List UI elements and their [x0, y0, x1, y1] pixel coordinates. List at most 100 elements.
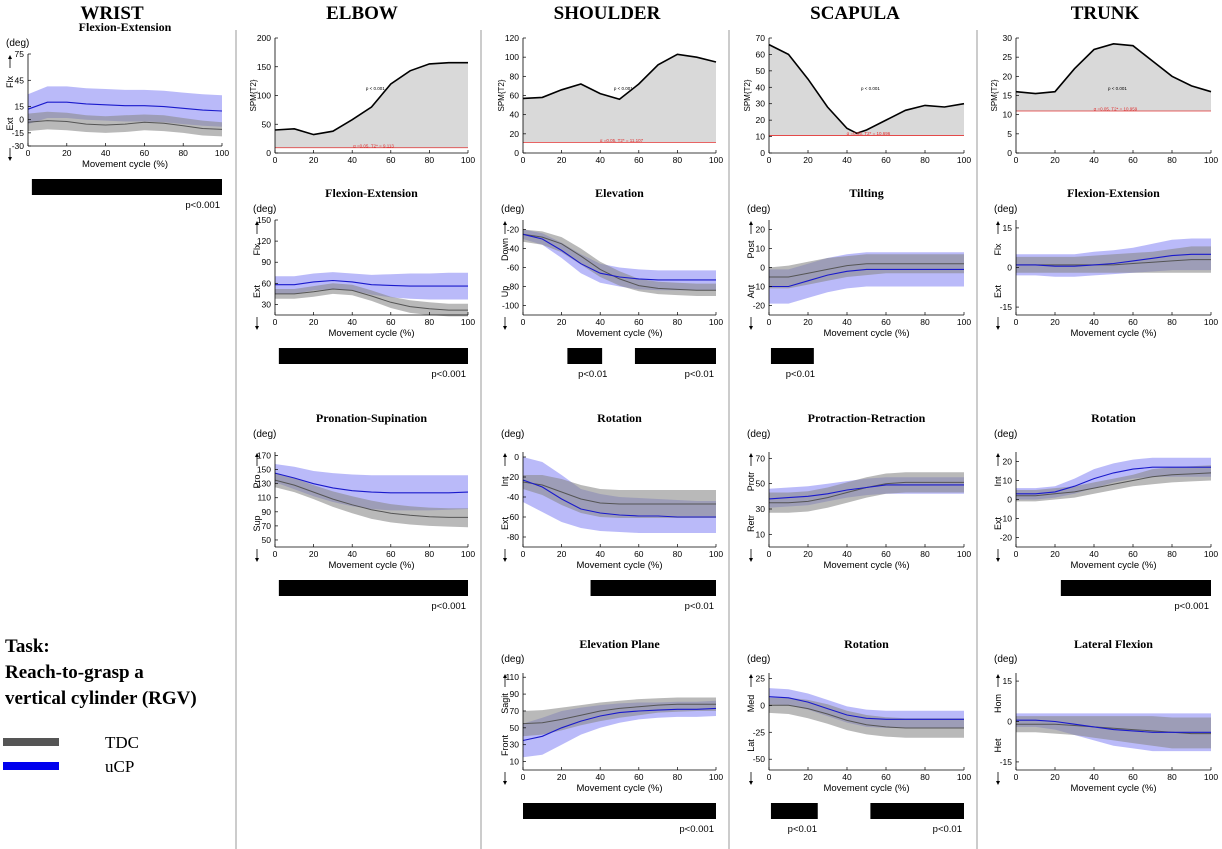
ucp-mean-line — [522, 233, 716, 281]
direction-up-label: Flx — [5, 76, 15, 88]
arrow-down-icon — [8, 157, 12, 161]
x-tick-label: 100 — [957, 772, 971, 782]
significance-label: p<0.001 — [679, 824, 714, 835]
panel-title: Lateral Flexion — [1074, 637, 1153, 651]
x-tick-label: 0 — [767, 549, 772, 559]
arrow-down-icon — [749, 781, 753, 785]
significance-bar — [523, 803, 716, 819]
ucp-sd-band — [769, 688, 964, 728]
y-tick-label: 60 — [262, 278, 272, 288]
panel-title: Tilting — [849, 186, 883, 200]
ucp-mean-line — [275, 279, 468, 287]
x-tick-label: 100 — [1204, 317, 1218, 327]
y-tick-label: 0 — [1007, 263, 1012, 273]
x-tick-label: 60 — [881, 317, 891, 327]
panel-shoulder-rot: Rotation(deg)0-20-40-60-800 20 40 60 80 100In… — [500, 411, 723, 612]
unit-label: (deg) — [501, 654, 524, 665]
y-tick-label: -40 — [507, 492, 520, 502]
x-tick-label: 40 — [1089, 317, 1099, 327]
panel-trunk-fe: Flexion-Extension(deg)150-150 20 40 60 80 100… — [993, 186, 1218, 339]
significance-label: p<0.01 — [578, 369, 607, 380]
direction-down-label: Het — [993, 738, 1003, 753]
tdc-mean-line — [1016, 259, 1211, 266]
x-tick-label: 60 — [386, 155, 396, 165]
y-tick-label: 15 — [1003, 91, 1013, 101]
x-tick-label: 0 — [767, 155, 772, 165]
direction-up-label: Flx — [993, 243, 1003, 255]
y-tick-label: -80 — [507, 532, 520, 542]
x-tick-label: 100 — [1204, 155, 1218, 165]
ucp-mean-line — [768, 484, 964, 500]
spm-p-annotation: p < 0.001 — [861, 86, 880, 91]
ucp-mean-line — [27, 101, 223, 112]
y-tick-label: 25 — [1003, 52, 1013, 62]
y-tick-label: 30 — [756, 504, 766, 514]
spm-threshold-label: α =0.05, T2* = 11.107 — [600, 138, 644, 143]
y-tick-label: 0 — [760, 700, 765, 710]
significance-bar — [634, 348, 716, 364]
y-tick-label: -50 — [753, 754, 766, 764]
x-tick-label: 100 — [709, 317, 723, 327]
direction-down-label: Front — [500, 735, 510, 757]
spm-curve — [768, 43, 965, 135]
unit-label: (deg) — [747, 429, 770, 440]
panel-title: Rotation — [844, 637, 889, 651]
y-tick-label: 30 — [262, 299, 272, 309]
arrow-up-icon — [749, 221, 753, 225]
x-tick-label: 80 — [1167, 549, 1177, 559]
y-tick-label: 0 — [1007, 148, 1012, 158]
x-axis-label: Movement cycle (%) — [328, 328, 414, 339]
arrow-up-icon — [8, 55, 12, 59]
significance-bar — [590, 580, 716, 596]
unit-label: (deg) — [253, 204, 276, 215]
y-tick-label: 70 — [262, 521, 272, 531]
direction-down-label: Lat — [746, 739, 756, 752]
x-axis-label: Movement cycle (%) — [82, 159, 168, 170]
x-tick-label: 80 — [425, 317, 435, 327]
arrow-down-icon — [503, 558, 507, 562]
x-axis-label: Movement cycle (%) — [1070, 328, 1156, 339]
ucp-mean-line — [522, 707, 717, 742]
x-tick-label: 0 — [273, 549, 278, 559]
x-tick-label: 80 — [673, 317, 683, 327]
x-tick-label: 40 — [1089, 772, 1099, 782]
column-header-scapula: SCAPULA — [810, 3, 900, 24]
spm-curve — [522, 53, 717, 101]
x-tick-label: 40 — [347, 549, 357, 559]
x-tick-label: 60 — [1128, 155, 1138, 165]
x-tick-label: 0 — [1014, 772, 1019, 782]
y-tick-label: -60 — [507, 263, 520, 273]
y-tick-label: 10 — [756, 132, 766, 142]
arrow-down-icon — [503, 326, 507, 330]
tdc-mean-line — [27, 120, 223, 130]
x-tick-label: 100 — [709, 772, 723, 782]
x-tick-label: 100 — [215, 148, 229, 158]
tdc-mean-line — [769, 263, 964, 278]
x-tick-label: 20 — [1050, 317, 1060, 327]
unit-label: (deg) — [501, 429, 524, 440]
spm-p-annotation: p < 0.001 — [614, 86, 633, 91]
panel-title: Pronation-Supination — [316, 411, 427, 425]
y-tick-label: 25 — [756, 673, 766, 683]
spm-threshold-label: α =0.05, T2* = 10.696 — [847, 131, 891, 136]
unit-label: (deg) — [501, 204, 524, 215]
x-tick-label: 0 — [521, 317, 526, 327]
y-tick-label: 80 — [510, 71, 520, 81]
tdc-sd-band — [275, 473, 468, 528]
y-tick-label: 100 — [505, 52, 519, 62]
panel-title: Flexion-Extension — [325, 186, 418, 200]
x-tick-label: 80 — [1167, 772, 1177, 782]
y-tick-label: 20 — [510, 129, 520, 139]
x-tick-label: 60 — [634, 549, 644, 559]
x-tick-label: 100 — [461, 549, 475, 559]
tdc-sd-band — [769, 254, 964, 289]
y-tick-label: 0 — [266, 148, 271, 158]
arrow-up-icon — [503, 674, 507, 678]
y-tick-label: -20 — [507, 472, 520, 482]
x-tick-label: 60 — [881, 549, 891, 559]
x-tick-label: 80 — [425, 549, 435, 559]
x-tick-label: 40 — [595, 317, 605, 327]
x-tick-label: 100 — [957, 549, 971, 559]
panel-title: Flexion-Extension — [1067, 186, 1160, 200]
y-tick-label: 20 — [1003, 457, 1013, 467]
